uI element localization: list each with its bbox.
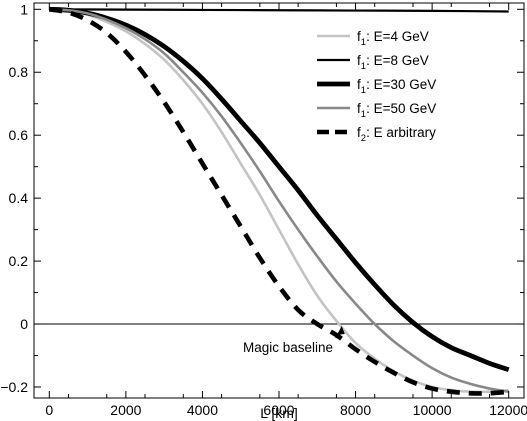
legend-subscript: 1: [361, 37, 366, 48]
legend-subscript: 1: [361, 109, 366, 120]
plot-area: [34, 6, 524, 396]
legend-prefix: f: [357, 77, 361, 92]
legend-label-4: f1: E=50 GeV: [357, 101, 436, 120]
y-tick-label: −0.2: [0, 379, 28, 395]
legend-prefix: f: [357, 101, 361, 116]
legend-label-1: f1: E=4 GeV: [357, 29, 429, 48]
y-tick-label: 0.6: [9, 127, 29, 143]
x-tick-label: 10000: [413, 402, 452, 418]
series-line-5: [48, 7, 509, 396]
legend-text: : E=4 GeV: [366, 29, 429, 44]
legend-label-2: f1: E=8 GeV: [357, 53, 429, 72]
annotation: Magic baseline: [243, 326, 345, 355]
x-tick-label: 0: [45, 402, 53, 418]
series-line-4: [49, 7, 509, 393]
x-tick-label: 4000: [187, 402, 218, 418]
y-tick-label: 0: [20, 316, 28, 332]
legend-subscript: 2: [361, 133, 366, 144]
legend-text: : E arbitrary: [366, 125, 436, 140]
legend-prefix: f: [357, 53, 361, 68]
y-tick-label: 0.8: [9, 64, 29, 80]
legend-prefix: f: [357, 125, 361, 140]
x-axis-label: L [km]: [260, 405, 298, 421]
legend-label-3: f1: E=30 GeV: [357, 77, 436, 96]
y-tick-label: 0.4: [9, 190, 29, 206]
legend-prefix: f: [357, 29, 361, 44]
legend-text: : E=50 GeV: [366, 101, 436, 116]
x-tick-label: 8000: [340, 402, 371, 418]
x-tick-label: 2000: [110, 402, 141, 418]
legend-label-5: f2: E arbitrary: [357, 125, 436, 144]
legend-subscript: 1: [361, 61, 366, 72]
series-line-3: [49, 6, 510, 372]
annotation-arrow-head: [336, 326, 345, 336]
legend-text: : E=30 GeV: [366, 77, 436, 92]
x-tick-label: 6000: [263, 402, 294, 418]
annotation-text: Magic baseline: [243, 340, 333, 355]
y-tick-label: 0.2: [9, 253, 29, 269]
legend-subscript: 1: [361, 85, 366, 96]
legend-text: : E=8 GeV: [366, 53, 429, 68]
x-tick-label: 12000: [489, 402, 527, 418]
y-tick-label: 1: [20, 1, 28, 17]
